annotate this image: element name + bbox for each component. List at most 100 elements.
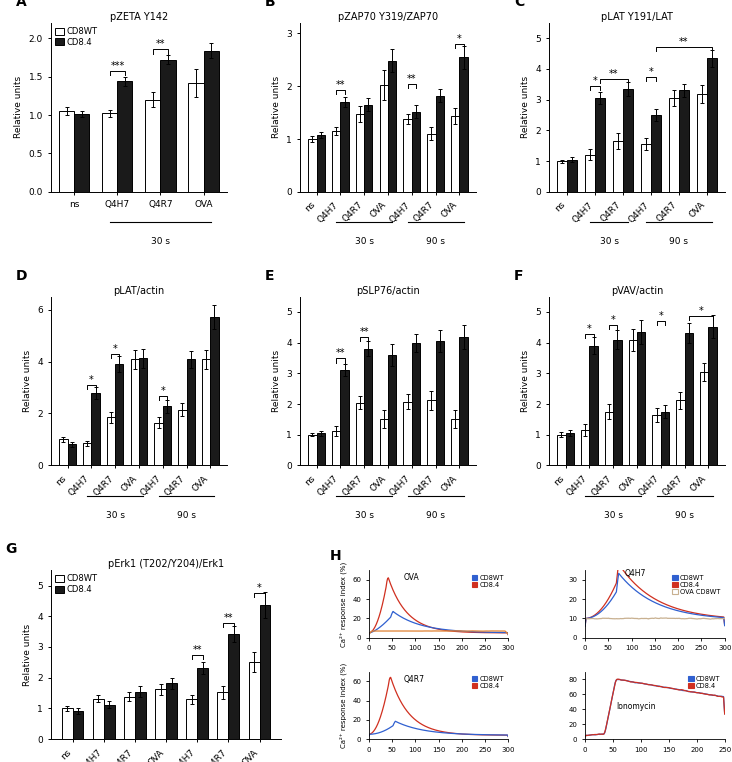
- Y-axis label: Relative units: Relative units: [23, 623, 31, 686]
- Bar: [154, 423, 163, 466]
- Text: 90 s: 90 s: [177, 511, 196, 520]
- Bar: [124, 696, 135, 739]
- Text: **: **: [156, 40, 165, 50]
- Bar: [613, 340, 621, 466]
- Bar: [436, 341, 444, 466]
- Bar: [104, 705, 115, 739]
- Bar: [460, 337, 468, 466]
- Title: pVAV/actin: pVAV/actin: [610, 286, 663, 296]
- Bar: [623, 89, 632, 192]
- Text: **: **: [335, 80, 345, 90]
- Bar: [412, 111, 420, 192]
- Bar: [92, 393, 100, 466]
- Legend: CD8WT, CD8.4: CD8WT, CD8.4: [56, 575, 97, 594]
- Legend: CD8WT, CD8.4, OVA CD8WT: CD8WT, CD8.4, OVA CD8WT: [671, 574, 721, 596]
- Bar: [61, 709, 72, 739]
- Bar: [436, 96, 444, 192]
- Bar: [676, 400, 684, 466]
- Text: Q4H7: Q4H7: [624, 568, 646, 578]
- Y-axis label: Relative units: Relative units: [23, 350, 31, 412]
- Bar: [661, 411, 669, 466]
- Bar: [557, 161, 567, 192]
- Bar: [308, 139, 316, 192]
- Bar: [72, 711, 83, 739]
- Bar: [364, 349, 373, 466]
- Bar: [187, 360, 195, 466]
- Text: **: **: [224, 613, 233, 623]
- Bar: [460, 57, 468, 192]
- Bar: [83, 443, 92, 466]
- Bar: [74, 114, 89, 192]
- Bar: [202, 360, 210, 466]
- Bar: [566, 434, 574, 466]
- Text: *: *: [113, 344, 118, 354]
- Text: *: *: [658, 311, 663, 321]
- Bar: [613, 141, 623, 192]
- Bar: [67, 444, 76, 466]
- Text: *: *: [610, 315, 616, 325]
- Bar: [403, 402, 412, 466]
- Bar: [107, 418, 115, 466]
- Y-axis label: Relative units: Relative units: [520, 350, 530, 412]
- Bar: [669, 98, 679, 192]
- Text: **: **: [679, 37, 689, 47]
- Bar: [308, 435, 316, 466]
- Bar: [629, 340, 637, 466]
- Text: *: *: [593, 76, 597, 86]
- Title: pErk1 (T202/Y204)/Erk1: pErk1 (T202/Y204)/Erk1: [108, 559, 224, 569]
- Text: 30 s: 30 s: [355, 238, 373, 246]
- Text: A: A: [16, 0, 27, 9]
- Title: pLAT Y191/LAT: pLAT Y191/LAT: [601, 12, 673, 22]
- Bar: [388, 355, 396, 466]
- Text: E: E: [265, 269, 274, 283]
- Title: pSLP76/actin: pSLP76/actin: [356, 286, 420, 296]
- Bar: [403, 119, 412, 192]
- Y-axis label: Ca²⁺ response index (%): Ca²⁺ response index (%): [339, 663, 346, 748]
- Bar: [102, 114, 117, 192]
- Y-axis label: Relative units: Relative units: [272, 76, 280, 139]
- Text: ***: ***: [111, 61, 124, 71]
- Text: **: **: [359, 327, 369, 337]
- Text: 30 s: 30 s: [355, 511, 373, 520]
- Bar: [160, 59, 176, 192]
- Bar: [697, 94, 707, 192]
- Bar: [217, 693, 228, 739]
- Bar: [589, 346, 598, 466]
- Bar: [364, 104, 373, 192]
- Text: G: G: [5, 543, 17, 556]
- Bar: [332, 431, 340, 466]
- Bar: [586, 155, 595, 192]
- Bar: [135, 692, 146, 739]
- Text: 90 s: 90 s: [426, 511, 445, 520]
- Bar: [557, 435, 566, 466]
- Text: *: *: [587, 324, 591, 334]
- Bar: [146, 100, 160, 192]
- Text: 30 s: 30 s: [151, 238, 170, 246]
- Bar: [700, 372, 709, 466]
- Bar: [709, 327, 717, 466]
- Bar: [427, 133, 436, 192]
- Bar: [93, 699, 104, 739]
- Bar: [412, 343, 420, 466]
- Bar: [249, 661, 260, 739]
- Bar: [139, 358, 147, 466]
- Text: 90 s: 90 s: [426, 238, 445, 246]
- Text: OVA: OVA: [403, 573, 419, 582]
- Text: C: C: [515, 0, 525, 9]
- Bar: [203, 50, 219, 192]
- Text: F: F: [515, 269, 523, 283]
- Bar: [228, 634, 239, 739]
- Text: *: *: [160, 386, 165, 396]
- Bar: [567, 159, 577, 192]
- Bar: [260, 604, 270, 739]
- Bar: [356, 114, 364, 192]
- Title: pZETA Y142: pZETA Y142: [110, 12, 168, 22]
- Bar: [115, 364, 124, 466]
- Bar: [155, 690, 166, 739]
- Bar: [451, 419, 460, 466]
- Text: *: *: [698, 306, 703, 316]
- Bar: [340, 102, 348, 192]
- Bar: [188, 83, 203, 192]
- Bar: [637, 332, 646, 466]
- Bar: [595, 98, 605, 192]
